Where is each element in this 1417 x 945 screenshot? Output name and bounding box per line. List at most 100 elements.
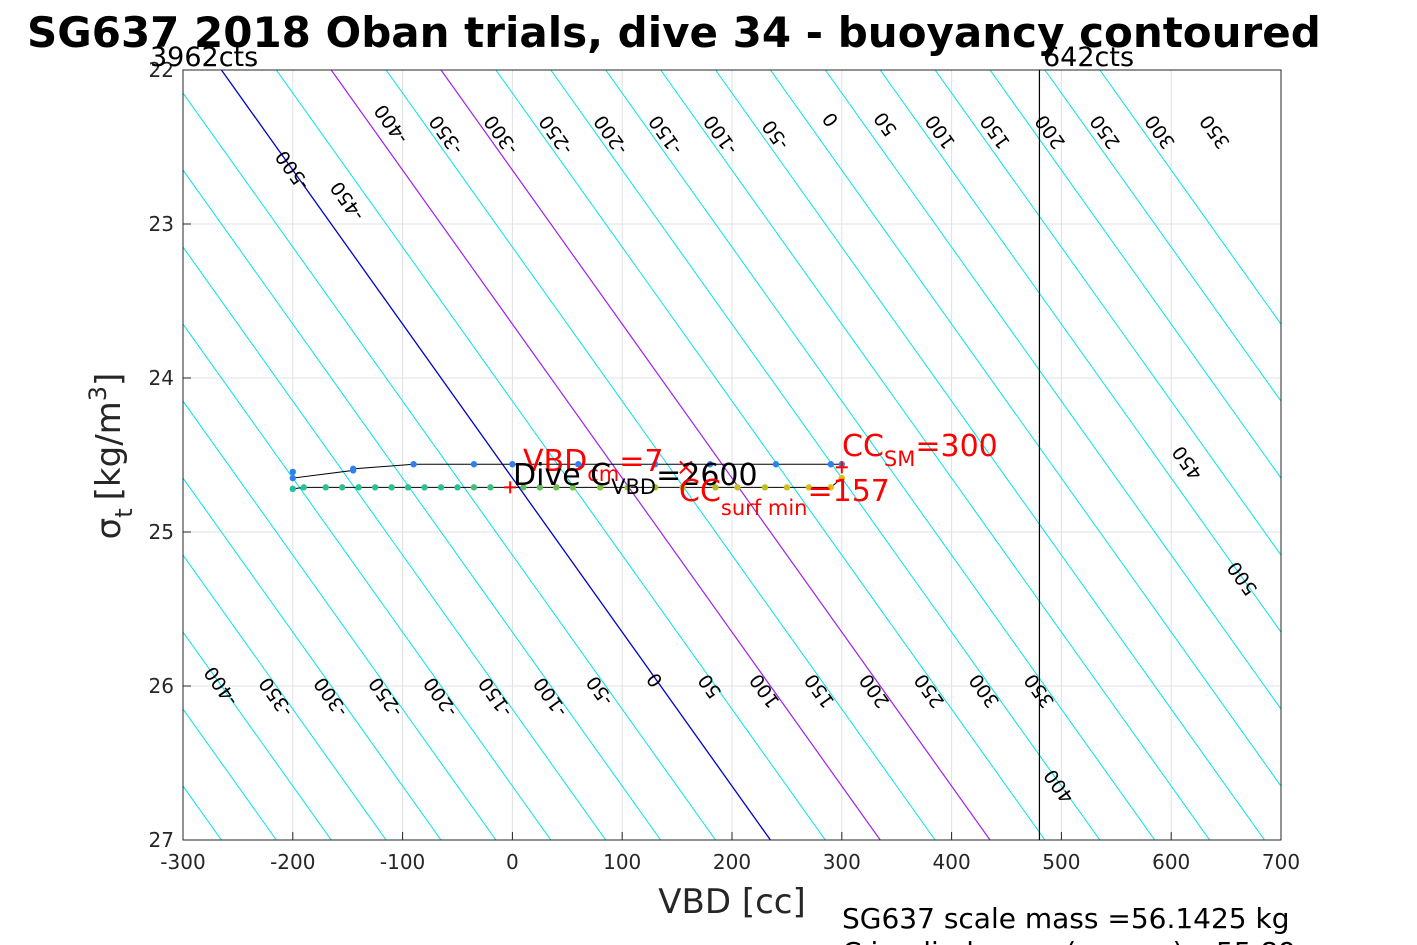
series-point-climb: [355, 484, 362, 491]
series-point-climb: [651, 484, 659, 491]
y-tick-label: 27: [149, 828, 174, 852]
contour-line: [183, 477, 442, 840]
series-point-climb: [487, 484, 494, 491]
y-axis-label: σt[kg/m3]: [84, 373, 138, 540]
contour-line: [824, 70, 1281, 710]
series-point-climb: [624, 484, 631, 491]
contour-line: [275, 70, 826, 840]
series-point-climb: [536, 484, 544, 491]
dive-c-vbd-annotation: Dive CVBD=2600: [513, 458, 758, 499]
cc-sm-annotation: CCSM=300: [842, 429, 998, 471]
series-point-climb: [322, 484, 329, 491]
series-point-descent: [349, 465, 357, 473]
chart-title: SG637 2018 Oban trials, dive 34 - buoyan…: [27, 8, 1321, 57]
y-tick-label: 24: [149, 366, 174, 390]
contour-line: [770, 70, 1281, 787]
contour-line: [550, 70, 1101, 840]
series-point-climb: [827, 484, 835, 491]
contour-line: [220, 70, 771, 840]
contour-line: [183, 92, 716, 840]
contour-line: [1044, 70, 1281, 402]
series-point-climb: [388, 484, 395, 491]
series-point-climb: [300, 484, 307, 491]
series-point-descent: [410, 461, 417, 468]
x-tick-label: 100: [603, 850, 641, 874]
data-series: [289, 461, 845, 493]
series-point-climb: [597, 484, 604, 491]
series-point-climb: [734, 484, 741, 491]
marker-x-b: [679, 460, 693, 475]
series-point-climb: [454, 484, 461, 491]
contour-lines: [183, 70, 1281, 840]
y-tick-label: 26: [149, 674, 174, 698]
contour-line: [605, 70, 1156, 840]
contour-line: [183, 554, 387, 840]
series-point-climb: [783, 484, 791, 491]
x-axis-ticks: -300 -200 -100 0 100 200 300 400 500 600 700: [160, 832, 1300, 874]
contour-line: [183, 400, 497, 840]
series-point-descent: [651, 461, 659, 468]
series-point-climb: [404, 484, 412, 491]
contour-line: [330, 70, 881, 840]
marker-x: [679, 460, 693, 475]
corner-label-left: 3962cts: [150, 42, 258, 73]
footer-implied-mass: C implied mass (approx) =55.89: [842, 936, 1296, 945]
contour-line: [989, 70, 1281, 479]
x-tick-label: -100: [380, 850, 425, 874]
footer-scale-mass: SG637 scale mass =56.1425 kg: [842, 902, 1290, 935]
series-point-descent: [827, 461, 835, 468]
contour-line: [934, 70, 1281, 556]
series-point-climb: [553, 484, 560, 491]
contour-line: [879, 70, 1281, 633]
contour-line: [495, 70, 1046, 840]
series-line-climb: [292, 477, 843, 490]
x-tick-label: 0: [506, 850, 519, 874]
x-tick-label: 400: [933, 850, 971, 874]
contour-line: [183, 631, 332, 840]
x-tick-label: 300: [823, 850, 861, 874]
series-point-climb: [437, 484, 445, 491]
x-tick-label: 500: [1042, 850, 1080, 874]
y-tick-label: 25: [149, 520, 174, 544]
series-point-descent: [509, 461, 516, 468]
series-point-descent: [575, 461, 582, 468]
series-point-climb: [339, 484, 346, 491]
contour-line: [660, 70, 1211, 840]
contour-line: [440, 70, 991, 840]
x-tick-label: -300: [160, 850, 205, 874]
contour-line: [183, 246, 607, 840]
series-point-descent: [706, 461, 714, 468]
cc-surf-min-annotation: CCsurf min=157: [679, 474, 890, 520]
contour-line: [1099, 70, 1281, 325]
contour-line: [385, 70, 936, 840]
series-point-descent: [289, 468, 296, 476]
series-point-climb: [838, 474, 845, 482]
markers: [504, 460, 848, 494]
corner-label-right: 642cts: [1043, 42, 1134, 73]
series-point-descent: [289, 474, 296, 482]
series-point-climb: [520, 484, 527, 491]
vbd-cm-annotation: VBDcm=7: [523, 444, 663, 486]
y-tick-label: 23: [149, 212, 174, 236]
series-point-climb: [761, 484, 769, 491]
series-point-climb: [805, 484, 813, 491]
series-point-climb: [679, 484, 686, 491]
contour-line: [183, 323, 552, 840]
series-point-climb: [421, 484, 428, 491]
x-tick-label: 200: [713, 850, 751, 874]
marker-plus: [504, 481, 517, 494]
series-point-climb: [569, 484, 576, 491]
contour-line: [183, 708, 277, 840]
series-point-climb: [289, 485, 296, 493]
series-point-descent: [772, 461, 780, 468]
x-axis-label: VBD [cc]: [658, 882, 806, 922]
y-axis-ticks: 22 23 24 25 26 27: [149, 58, 191, 852]
x-tick-label: -200: [270, 850, 315, 874]
contour-line: [715, 70, 1265, 840]
y-tick-label: 22: [149, 58, 174, 82]
series-point-climb: [470, 484, 478, 491]
marker-plus: [835, 461, 848, 474]
series-point-climb: [371, 484, 379, 491]
x-tick-label: 600: [1152, 850, 1190, 874]
